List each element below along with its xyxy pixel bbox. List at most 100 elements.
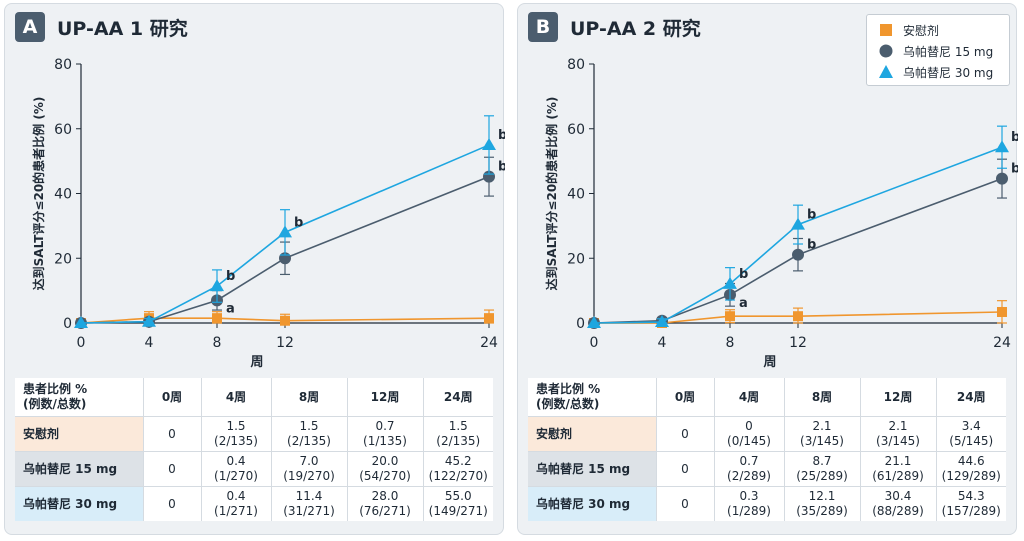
row-label: 乌帕替尼 30 mg xyxy=(15,486,144,521)
table-cell: 30.4 (88/289) xyxy=(860,486,937,521)
y-axis-label: 达到SALT评分≤20的患者比例 (%) xyxy=(31,97,46,291)
table-header-cell: 8周 xyxy=(271,378,348,417)
data-table: 患者比例 % (例数/总数) 0周 4周 8周 12周 24周 安慰剂 0 0 (0/145) 2.1… xyxy=(528,378,1006,521)
data-point xyxy=(996,172,1008,185)
significance-label: b xyxy=(294,215,303,230)
table-cell: 0 xyxy=(143,486,202,521)
table-header-cell: 24周 xyxy=(423,378,493,417)
y-tick-label: 20 xyxy=(567,251,585,267)
table-cell: 12.1 (35/289) xyxy=(784,486,861,521)
table-row: 乌帕替尼 30 mg 0 0.3 (1/289) 12.1 (35/289) 30.4 (88… xyxy=(528,486,1006,521)
significance-label: b xyxy=(807,208,816,223)
row-label: 安慰剂 xyxy=(528,416,657,452)
data-point xyxy=(725,311,735,322)
square-marker-icon xyxy=(880,24,892,36)
panel-b: B UP-AA 2 研究 0 20 40 60 80 0 4 8 12 24 周达到SALT评分≤2… xyxy=(517,3,1018,535)
table-cell: 0.7 (1/135) xyxy=(347,416,424,452)
y-tick-label: 80 xyxy=(54,57,72,73)
y-axis-label: 达到SALT评分≤20的患者比例 (%) xyxy=(544,97,559,291)
table-header-cell: 12周 xyxy=(860,378,937,417)
table-cell: 3.4 (5/145) xyxy=(936,416,1006,452)
table-header-cell: 患者比例 % (例数/总数) xyxy=(15,378,144,417)
table-cell: 0 (0/145) xyxy=(714,416,785,452)
panel-letter: B xyxy=(528,12,558,42)
table-header-cell: 患者比例 % (例数/总数) xyxy=(528,378,657,417)
data-table: 患者比例 % (例数/总数) 0周 4周 8周 12周 24周 安慰剂 0 1.5 (2/135) 1… xyxy=(15,378,493,521)
data-point xyxy=(792,248,804,261)
x-tick-label: 0 xyxy=(77,335,86,351)
y-tick-label: 60 xyxy=(567,122,585,138)
x-tick-label: 0 xyxy=(590,335,599,351)
legend-item-15mg: 乌帕替尼 15 mg xyxy=(877,41,993,61)
table-cell: 1.5 (2/135) xyxy=(423,416,493,452)
data-point xyxy=(997,306,1007,317)
table-cell: 54.3 (157/289) xyxy=(941,489,1001,518)
chart-legend: 安慰剂 乌帕替尼 15 mg 乌帕替尼 30 mg xyxy=(866,14,1010,86)
y-tick-label: 0 xyxy=(576,316,585,332)
table-cell: 0.3 (1/289) xyxy=(714,486,785,521)
triangle-marker-icon xyxy=(879,65,893,78)
table-cell: 28.0 (76/271) xyxy=(347,486,424,521)
x-tick-label: 4 xyxy=(658,335,667,351)
data-point xyxy=(484,313,494,324)
table-cell: 21.1 (61/289) xyxy=(860,451,937,487)
x-tick-label: 12 xyxy=(789,335,807,351)
panel-letter: A xyxy=(15,12,45,42)
table-header-row: 患者比例 % (例数/总数) 0周 4周 8周 12周 24周 xyxy=(15,378,493,417)
table-cell: 7.0 (19/270) xyxy=(271,451,348,487)
table-cell: 0 xyxy=(143,451,202,487)
y-tick-label: 0 xyxy=(63,316,72,332)
table-cell: 8.7 (25/289) xyxy=(784,451,861,487)
row-label: 乌帕替尼 15 mg xyxy=(15,451,144,487)
significance-label: b xyxy=(498,160,505,175)
y-tick-label: 40 xyxy=(567,187,585,203)
table-cell: 45.2 (122/270) xyxy=(423,451,493,487)
table-cell: 0 xyxy=(656,451,715,487)
significance-label: b xyxy=(739,267,748,282)
table-cell: 0.4 (1/270) xyxy=(201,451,272,487)
circle-marker-icon xyxy=(879,44,893,58)
table-header-cell: 4周 xyxy=(714,378,785,417)
panel-title: UP-AA 2 研究 xyxy=(570,17,701,40)
significance-label: b xyxy=(498,128,505,143)
table-header-cell: 4周 xyxy=(201,378,272,417)
panel-header: B UP-AA 2 研究 xyxy=(528,12,701,42)
table-cell: 0 xyxy=(656,486,715,521)
table-row: 乌帕替尼 15 mg 0 0.7 (2/289) 8.7 (25/289) 21.1 (61/… xyxy=(528,451,1006,487)
data-point xyxy=(793,311,803,322)
data-point xyxy=(280,315,290,326)
significance-label: a xyxy=(739,296,748,311)
table-cell: 44.6 (129/289) xyxy=(936,451,1006,487)
significance-label: b xyxy=(226,269,235,284)
table-header-cell: 0周 xyxy=(656,378,715,417)
significance-label: b xyxy=(1011,162,1018,177)
table-cell: 0.7 (2/289) xyxy=(714,451,785,487)
y-tick-label: 40 xyxy=(54,187,72,203)
row-label: 乌帕替尼 15 mg xyxy=(528,451,657,487)
significance-label: b xyxy=(807,238,816,253)
table-cell: 0.4 (1/271) xyxy=(201,486,272,521)
table-cell: 11.4 (31/271) xyxy=(271,486,348,521)
table-cell: 0 xyxy=(143,416,202,452)
table-header-row: 患者比例 % (例数/总数) 0周 4周 8周 12周 24周 xyxy=(528,378,1006,417)
legend-label: 乌帕替尼 15 mg xyxy=(903,44,994,59)
row-label: 安慰剂 xyxy=(15,416,144,452)
table-cell: 1.5 (2/135) xyxy=(271,416,348,452)
table-cell: 2.1 (3/145) xyxy=(784,416,861,452)
x-tick-label: 24 xyxy=(480,335,498,351)
legend-item-30mg: 乌帕替尼 30 mg xyxy=(877,62,993,82)
legend-label: 乌帕替尼 30 mg xyxy=(903,65,994,80)
row-label: 乌帕替尼 30 mg xyxy=(528,486,657,521)
x-axis-label: 周 xyxy=(250,355,263,370)
significance-label: a xyxy=(226,301,235,316)
table-cell: 55.0 (149/271) xyxy=(428,489,488,518)
data-point xyxy=(278,225,292,238)
table-header-cell: 24周 xyxy=(936,378,1006,417)
x-tick-label: 4 xyxy=(145,335,154,351)
x-tick-label: 8 xyxy=(726,335,735,351)
panel-title: UP-AA 1 研究 xyxy=(57,17,188,40)
table-header-cell: 8周 xyxy=(784,378,861,417)
data-point xyxy=(482,137,496,150)
